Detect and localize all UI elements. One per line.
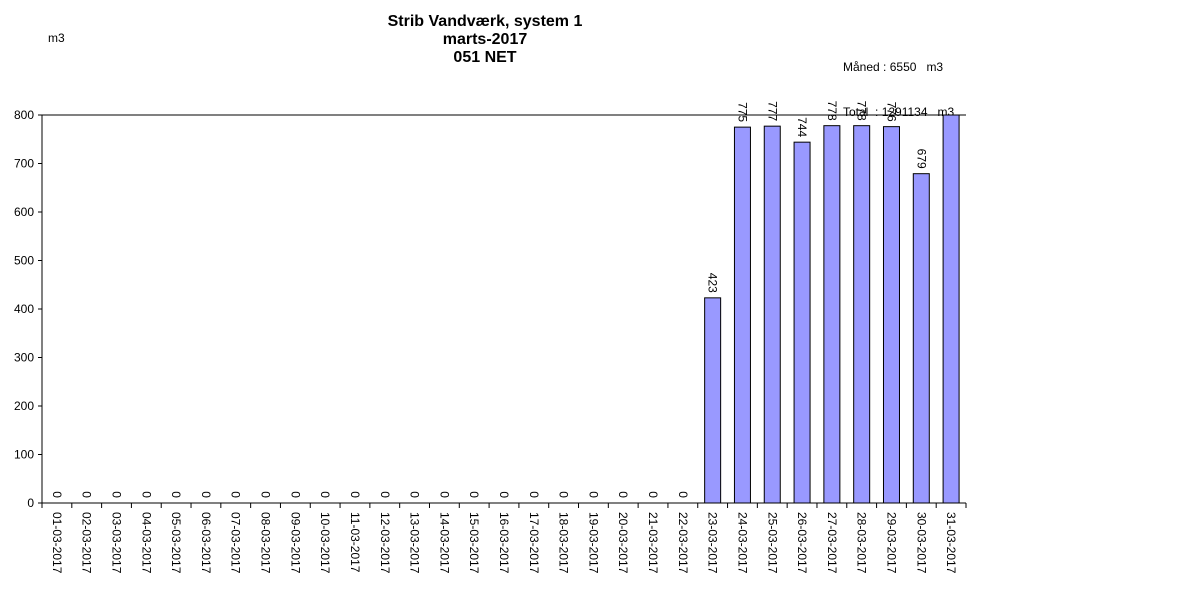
data-label: 778 — [855, 101, 869, 121]
data-label: 776 — [884, 102, 898, 122]
chart-subtitle-month: marts-2017 — [442, 31, 528, 48]
bar — [942, 114, 960, 504]
data-label: 423 — [706, 273, 720, 293]
y-tick-label: 700 — [14, 157, 34, 171]
x-tick-label: 25-03-2017 — [765, 512, 779, 574]
data-label: 0 — [437, 491, 451, 498]
bar — [853, 125, 871, 504]
x-tick-label: 11-03-2017 — [348, 512, 362, 573]
data-label: 0 — [497, 491, 511, 498]
x-tick-label: 14-03-2017 — [437, 512, 451, 574]
data-label: 0 — [199, 491, 213, 498]
x-tick-label: 12-03-2017 — [378, 512, 392, 574]
x-tick-label: 26-03-2017 — [795, 512, 809, 574]
y-tick-label: 600 — [14, 205, 34, 219]
data-label: 777 — [765, 101, 779, 121]
data-label: 775 — [735, 102, 749, 122]
x-tick-label: 03-03-2017 — [110, 512, 124, 574]
data-label: 0 — [676, 491, 690, 498]
data-label: 0 — [110, 491, 124, 498]
x-tick-label: 06-03-2017 — [199, 512, 213, 574]
chart-title-block: Strib Vandværk, system 1 marts-2017 051 … — [285, 13, 685, 67]
data-label: 0 — [229, 491, 243, 498]
x-tick-label: 30-03-2017 — [914, 512, 928, 574]
x-tick-label: 17-03-2017 — [527, 512, 541, 574]
x-tick-label: 28-03-2017 — [855, 512, 869, 574]
bar — [912, 173, 930, 504]
data-label: 778 — [825, 101, 839, 121]
y-axis-unit-label: m3 — [48, 31, 65, 45]
data-label: 744 — [795, 117, 809, 137]
bar — [733, 126, 751, 504]
x-tick-label: 07-03-2017 — [229, 512, 243, 574]
x-tick-label: 29-03-2017 — [884, 512, 898, 574]
x-tick-label: 19-03-2017 — [586, 512, 600, 574]
data-label: 0 — [50, 491, 64, 498]
y-tick-label: 100 — [14, 448, 34, 462]
data-label: 0 — [467, 491, 481, 498]
x-tick-label: 13-03-2017 — [408, 512, 422, 574]
x-tick-label: 09-03-2017 — [288, 512, 302, 574]
data-label: 0 — [378, 491, 392, 498]
data-label: 0 — [318, 491, 332, 498]
x-tick-label: 02-03-2017 — [80, 512, 94, 574]
x-tick-label: 27-03-2017 — [825, 512, 839, 574]
data-label: 0 — [348, 491, 362, 498]
data-label: 679 — [914, 149, 928, 169]
x-tick-label: 05-03-2017 — [169, 512, 183, 574]
data-label: 0 — [139, 491, 153, 498]
data-label: 0 — [557, 491, 571, 498]
data-label: 0 — [646, 491, 660, 498]
y-tick-label: 400 — [14, 302, 34, 316]
y-tick-label: 0 — [27, 496, 34, 510]
x-tick-label: 01-03-2017 — [50, 512, 64, 574]
chart-subtitle-meter: 051 NET — [453, 49, 517, 66]
x-tick-label: 21-03-2017 — [646, 512, 660, 574]
x-tick-label: 16-03-2017 — [497, 512, 511, 574]
x-tick-label: 04-03-2017 — [139, 512, 153, 574]
bar — [882, 126, 900, 504]
x-tick-label: 22-03-2017 — [676, 512, 690, 574]
x-tick-label: 31-03-2017 — [944, 512, 958, 574]
y-tick-label: 300 — [14, 351, 34, 365]
data-label: 0 — [408, 491, 422, 498]
x-tick-label: 10-03-2017 — [318, 512, 332, 574]
bar — [704, 297, 722, 504]
x-tick-label: 18-03-2017 — [557, 512, 571, 574]
data-label: 0 — [80, 491, 94, 498]
month-summary-label: Måned — [843, 60, 880, 74]
month-summary-value: 6550 — [889, 60, 917, 74]
x-tick-label: 20-03-2017 — [616, 512, 630, 574]
data-label: 0 — [616, 491, 630, 498]
data-label: 0 — [586, 491, 600, 498]
x-tick-label: 08-03-2017 — [259, 512, 273, 574]
x-tick-label: 23-03-2017 — [706, 512, 720, 574]
y-tick-label: 200 — [14, 399, 34, 413]
data-label: 0 — [169, 491, 183, 498]
bar — [823, 125, 841, 504]
month-summary-unit: m3 — [926, 60, 944, 74]
x-tick-label: 15-03-2017 — [467, 512, 481, 574]
data-label: 0 — [527, 491, 541, 498]
data-label: 0 — [288, 491, 302, 498]
month-summary: Måned : 6550 m3 — [843, 60, 944, 74]
data-label: 0 — [259, 491, 273, 498]
y-tick-label: 800 — [14, 108, 34, 122]
bar — [793, 141, 811, 504]
bar — [763, 125, 781, 504]
x-tick-label: 24-03-2017 — [735, 512, 749, 574]
y-tick-label: 500 — [14, 254, 34, 268]
chart-title: Strib Vandværk, system 1 — [387, 13, 583, 30]
